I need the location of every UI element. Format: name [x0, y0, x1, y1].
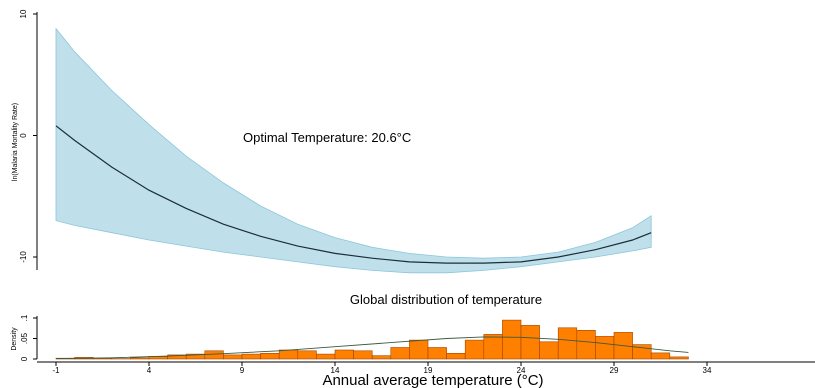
bottom-y-ticks: .1 .05 0: [20, 314, 37, 361]
fitted-line: [55, 125, 652, 264]
top-y-ticks: 10 0 -10: [19, 9, 37, 263]
top-y-tick-label: -10: [19, 251, 28, 263]
x-tick-label: 9: [240, 366, 245, 375]
x-tick-label: 34: [703, 366, 712, 375]
x-ticks: -1 4 9 14 19 24 29 34: [52, 362, 712, 375]
histogram-bar: [446, 352, 466, 360]
histogram-bar: [241, 353, 261, 360]
bottom-y-tick-label: 0: [20, 356, 29, 361]
x-tick-label: 29: [610, 366, 619, 375]
optimal-temperature-annotation: Optimal Temperature: 20.6°C: [243, 130, 411, 145]
histogram-bar: [483, 334, 503, 360]
histogram-bar: [595, 336, 615, 360]
bottom-y-tick-label: .1: [20, 314, 29, 321]
top-panel: 10 0 -10 ln(Malaria Mortality Rate) Optima…: [12, 9, 652, 274]
histogram-bars: [55, 319, 689, 360]
x-tick-label: 4: [147, 366, 152, 375]
histogram-bar: [278, 349, 299, 360]
histogram-bar: [520, 325, 540, 360]
histogram-bar: [539, 341, 559, 360]
histogram-bar: [297, 350, 317, 360]
histogram-bar: [669, 356, 689, 360]
top-y-tick-label: 0: [19, 133, 28, 138]
histogram-bar: [371, 355, 392, 360]
histogram-bar: [650, 352, 671, 360]
x-tick-label: 14: [331, 366, 340, 375]
histogram-bar: [353, 350, 373, 360]
x-tick-label: -1: [52, 366, 60, 375]
histogram-bar: [130, 357, 150, 360]
histogram-bar: [390, 347, 410, 360]
histogram-bar: [409, 339, 429, 360]
histogram-bar: [223, 354, 243, 360]
histogram-bar: [502, 319, 522, 360]
histogram-bar: [464, 339, 485, 360]
density-curve: [55, 336, 689, 360]
top-y-axis-label: ln(Malaria Mortality Rate): [12, 103, 19, 181]
top-y-tick-label: 10: [19, 9, 28, 18]
histogram-bar: [260, 352, 280, 360]
histogram-title: Global distribution of temperature: [350, 292, 542, 307]
bottom-y-tick-label: .05: [20, 332, 29, 344]
histogram-bar: [427, 347, 447, 360]
histogram-bar: [316, 353, 336, 360]
histogram-bar: [576, 329, 596, 360]
bottom-panel: Global distribution of temperature .1 .05…: [11, 292, 815, 388]
histogram-bar: [204, 350, 224, 360]
x-axis-title: Annual average temperature (°C): [322, 372, 543, 388]
bottom-y-axis-label: Density: [11, 327, 18, 351]
x-tick-label: 24: [517, 366, 526, 375]
histogram-bar: [334, 349, 354, 360]
histogram-bar: [557, 327, 578, 360]
confidence-band: [55, 27, 652, 274]
x-tick-label: 19: [424, 366, 433, 375]
